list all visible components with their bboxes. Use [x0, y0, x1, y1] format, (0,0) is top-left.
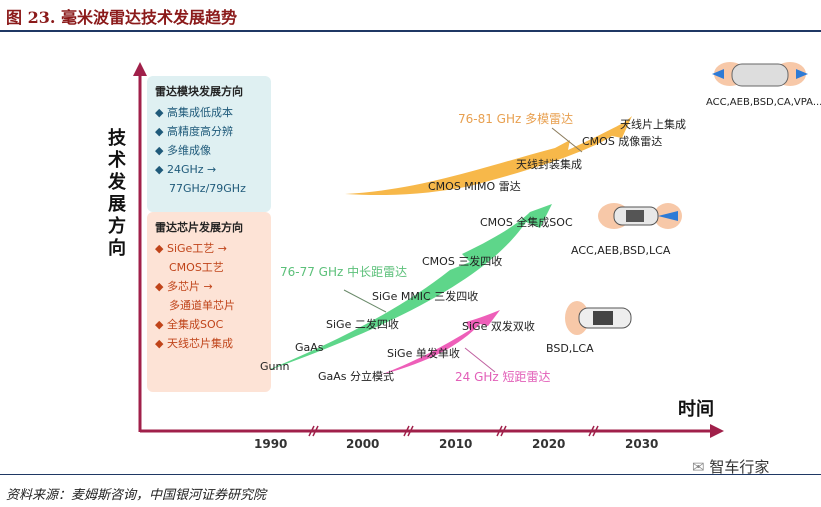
orange-step: CMOS 成像雷达	[582, 135, 663, 148]
figure-title: 图 23. 毫米波雷达技术发展趋势	[6, 8, 237, 27]
green-callout	[343, 289, 387, 313]
green-step: SiGe MMIC 三发四收	[372, 290, 479, 303]
car-icon-multimode	[712, 62, 808, 87]
green-step: CMOS 三发四收	[422, 255, 503, 268]
orange-apps: ACC,AEB,BSD,CA,VPA...	[706, 97, 821, 108]
wechat-icon: ✉	[692, 458, 710, 476]
y-axis-arrow	[133, 62, 147, 76]
green-track-name: 76-77 GHz 中长距雷达	[280, 265, 408, 279]
chip-box-heading: 雷达芯片发展方向	[155, 221, 243, 234]
car-icon-shortrange	[565, 301, 632, 335]
x-axis-label: 时间	[678, 399, 714, 420]
module-item: 77GHz/79GHz	[169, 182, 246, 195]
chip-item: ◆ 天线芯片集成	[155, 337, 233, 350]
pink-track-arrow	[380, 310, 500, 375]
year-tick: 2020	[532, 437, 566, 451]
pink-step: SiGe 单发单收	[387, 347, 460, 360]
module-box-heading: 雷达模块发展方向	[155, 85, 243, 98]
title-rule	[0, 30, 821, 32]
chip-item: ◆ SiGe工艺 →	[155, 242, 227, 255]
chip-item: ◆ 多芯片 →	[155, 280, 213, 293]
watermark-text: 智车行家	[709, 458, 770, 476]
module-item: ◆ 24GHz →	[155, 163, 217, 176]
pink-callout	[464, 347, 496, 373]
orange-step: 天线封装集成	[516, 158, 582, 171]
year-tick: 1990	[254, 437, 288, 451]
pink-track-name: 24 GHz 短距雷达	[455, 370, 551, 384]
watermark: ✉ 智车行家	[692, 456, 769, 477]
module-direction-box: 雷达模块发展方向 ◆ 高集成低成本 ◆ 高精度高分辨 ◆ 多维成像 ◆ 24GH…	[147, 76, 271, 212]
orange-step: 天线片上集成	[620, 118, 686, 131]
module-item: ◆ 多维成像	[155, 144, 211, 157]
green-apps: ACC,AEB,BSD,LCA	[571, 244, 671, 257]
orange-track-name: 76-81 GHz 多模雷达	[458, 112, 574, 126]
year-tick: 2000	[346, 437, 380, 451]
y-axis-label: 技术发展方向	[108, 128, 126, 259]
x-axis-arrow	[710, 424, 724, 438]
pink-step: GaAs 分立模式	[318, 370, 395, 383]
orange-callout	[551, 127, 583, 153]
pink-step: SiGe 双发双收	[462, 320, 535, 333]
year-tick: 2030	[625, 437, 659, 451]
green-step: Gunn	[260, 360, 290, 373]
year-tick: 2010	[439, 437, 473, 451]
car-icon-longrange	[598, 203, 682, 229]
orange-step: CMOS MIMO 雷达	[428, 180, 521, 193]
module-item: ◆ 高精度高分辨	[155, 125, 233, 138]
pink-apps: BSD,LCA	[546, 342, 594, 355]
module-item: ◆ 高集成低成本	[155, 106, 233, 119]
chip-direction-box: 雷达芯片发展方向 ◆ SiGe工艺 → CMOS工艺 ◆ 多芯片 → 多通道单芯…	[147, 212, 271, 392]
chip-item: CMOS工艺	[169, 261, 224, 274]
orange-track-arrow	[345, 116, 632, 196]
green-track-arrow	[258, 204, 552, 374]
axis-breaks	[308, 425, 599, 437]
green-step: SiGe 二发四收	[326, 318, 399, 331]
chip-item: 多通道单芯片	[169, 299, 235, 312]
chip-item: ◆ 全集成SOC	[155, 318, 224, 331]
source-note: 资料来源：麦姆斯咨询，中国银河证券研究院	[6, 488, 267, 503]
footer-rule	[0, 474, 821, 475]
green-step: GaAs	[295, 341, 324, 354]
green-step: CMOS 全集成SOC	[480, 216, 573, 229]
